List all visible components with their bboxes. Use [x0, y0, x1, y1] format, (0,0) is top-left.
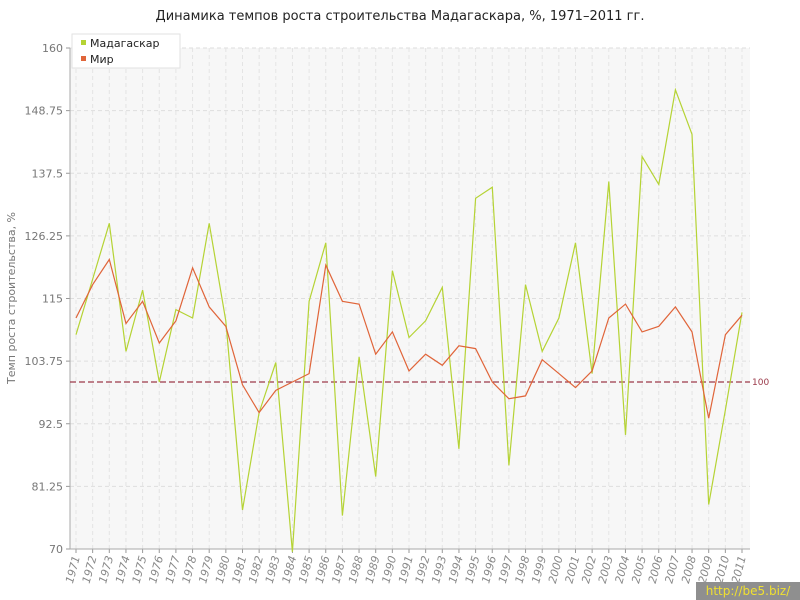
y-tick-label: 103.75 [25, 355, 64, 368]
legend-swatch-madagascar [81, 40, 86, 45]
y-tick-label: 160 [42, 42, 63, 55]
reference-line-layer: 100 [70, 378, 769, 388]
series-line-world [75, 258, 743, 419]
y-tick-label: 81.25 [32, 480, 64, 493]
legend-box [71, 33, 181, 69]
y-tick-label: 148.75 [25, 105, 64, 118]
legend-label-madagascar: Мадагаскар [90, 37, 160, 50]
y-tick-label: 92.5 [39, 418, 64, 431]
reference-line-label: 100 [752, 378, 769, 388]
legend-label-world: Мир [90, 53, 114, 66]
grid-layer [66, 47, 750, 553]
y-tick-label: 115 [42, 293, 63, 306]
x-tick-labels: 1971197219731974197519761977197819791980… [63, 554, 749, 584]
y-tick-label: 137.5 [32, 167, 64, 180]
chart-title: Динамика темпов роста строительства Мада… [155, 9, 645, 24]
series-layer [75, 87, 743, 552]
legend-swatch-world [81, 56, 86, 61]
y-tick-labels: 70 81.25 92.5 103.75 115 126.25 137.5 148.75 160 [25, 42, 64, 556]
watermark[interactable]: http://be5.biz/ [696, 582, 800, 600]
x-tick-label: 2011 [729, 554, 749, 584]
series-line-madagascar [75, 87, 743, 552]
legend: Мадагаскар Мир [71, 33, 181, 69]
y-tick-label: 126.25 [25, 230, 64, 243]
y-axis-label: Темп роста строительства, % [5, 212, 18, 385]
y-tick-label: 70 [49, 543, 63, 556]
axes-layer [69, 48, 750, 550]
